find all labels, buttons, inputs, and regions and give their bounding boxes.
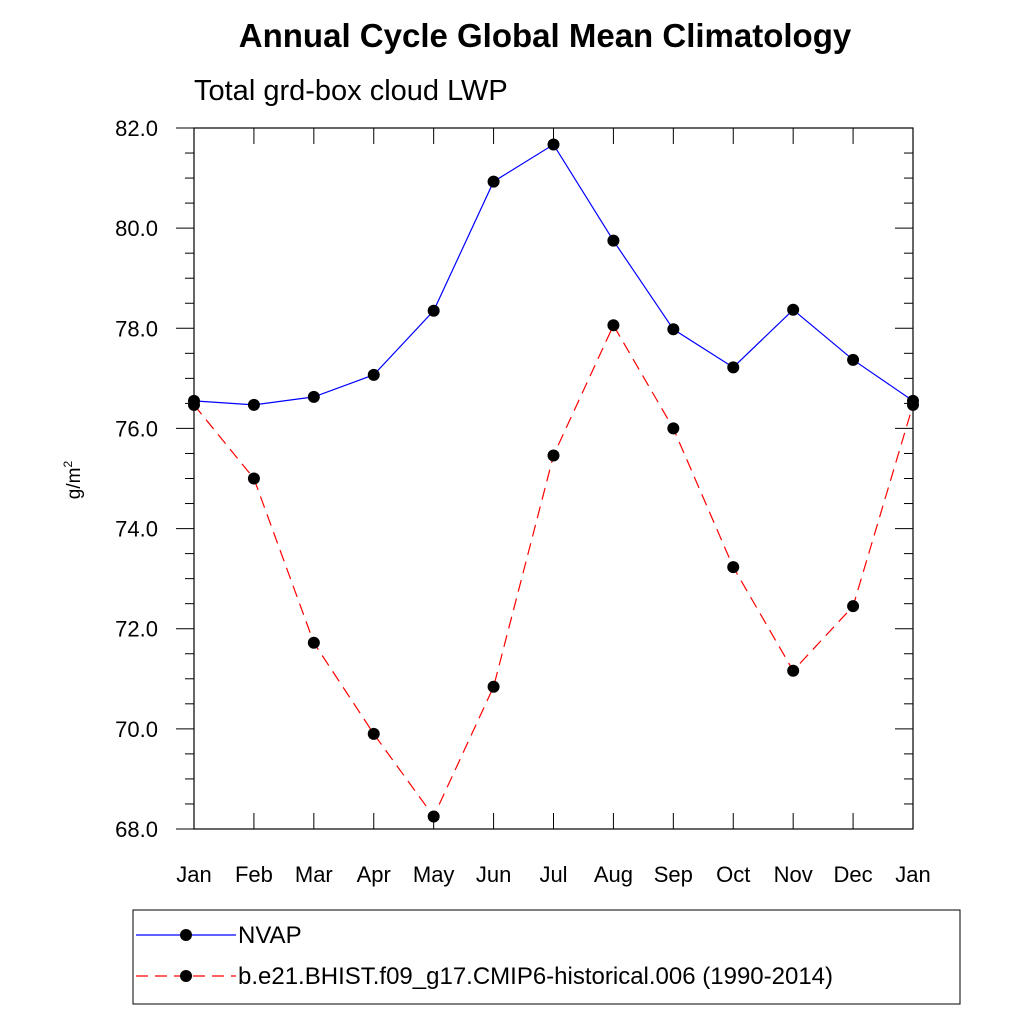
x-tick-label: Sep xyxy=(654,862,693,887)
series-1-point xyxy=(787,303,800,316)
series-1-point xyxy=(607,234,620,247)
series-2-point xyxy=(307,636,320,649)
series-2-point xyxy=(487,680,500,693)
series-1-point xyxy=(307,390,320,403)
y-axis-label-text: g/m xyxy=(64,468,85,500)
legend-marker-1 xyxy=(180,929,192,941)
series-1-point xyxy=(667,323,680,336)
legend-label-2: b.e21.BHIST.f09_g17.CMIP6-historical.006… xyxy=(238,963,833,990)
legend-marker-2 xyxy=(180,970,192,982)
series-1-point xyxy=(847,353,860,366)
x-tick-label: Aug xyxy=(594,862,633,887)
y-axis-label: g/m2 xyxy=(61,461,85,500)
y-tick-label: 76.0 xyxy=(115,416,158,441)
series-1-point xyxy=(547,138,560,151)
y-tick-label: 72.0 xyxy=(115,617,158,642)
y-tick-label: 74.0 xyxy=(115,517,158,542)
series-1-point xyxy=(727,361,740,374)
series-1-point xyxy=(427,304,440,317)
x-tick-label: Apr xyxy=(357,862,391,887)
x-tick-label: Jun xyxy=(476,862,511,887)
series-line-1 xyxy=(193,143,914,406)
x-tick-label: Jan xyxy=(895,862,930,887)
svg-text:g/m2: g/m2 xyxy=(61,461,85,500)
legend-box xyxy=(132,909,961,1005)
series-1-point xyxy=(487,175,500,188)
x-tick-label: Jan xyxy=(176,862,211,887)
plot-frame xyxy=(193,127,914,830)
series-1-point xyxy=(367,368,380,381)
y-tick-label: 68.0 xyxy=(115,817,158,842)
x-tick-label: Feb xyxy=(235,862,273,887)
chart-subtitle: Total grd-box cloud LWP xyxy=(194,75,508,107)
series-2-point xyxy=(607,319,620,332)
x-tick-label: Jul xyxy=(539,862,567,887)
y-tick-label: 70.0 xyxy=(115,717,158,742)
plot-area: Jan Feb Mar Apr May Jun Jul Aug Sep Oct Nov Dec Jan 6… xyxy=(115,116,961,1005)
y-tick-label: 80.0 xyxy=(115,216,158,241)
chart-title: Annual Cycle Global Mean Climatology xyxy=(239,17,852,54)
series-2-point xyxy=(847,600,860,613)
series-2-point xyxy=(907,398,919,411)
legend-label-1: NVAP xyxy=(238,922,302,949)
series-2-point xyxy=(547,449,560,462)
y-axis-label-superscript: 2 xyxy=(61,461,75,468)
x-tick-label: May xyxy=(413,862,455,887)
series-2-point xyxy=(188,398,200,411)
series-2-point xyxy=(367,727,380,740)
series-2-point xyxy=(727,561,740,574)
series-2-point xyxy=(247,472,260,485)
series-2-point xyxy=(427,810,440,823)
series-1-point xyxy=(247,398,260,411)
x-tick-label: Nov xyxy=(774,862,813,887)
series-2-point xyxy=(787,664,800,677)
x-tick-label: Dec xyxy=(834,862,873,887)
x-tick-label: Oct xyxy=(716,862,750,887)
series-2-point xyxy=(667,422,680,435)
x-tick-label: Mar xyxy=(295,862,333,887)
y-tick-label: 78.0 xyxy=(115,316,158,341)
y-tick-label: 82.0 xyxy=(115,116,158,141)
